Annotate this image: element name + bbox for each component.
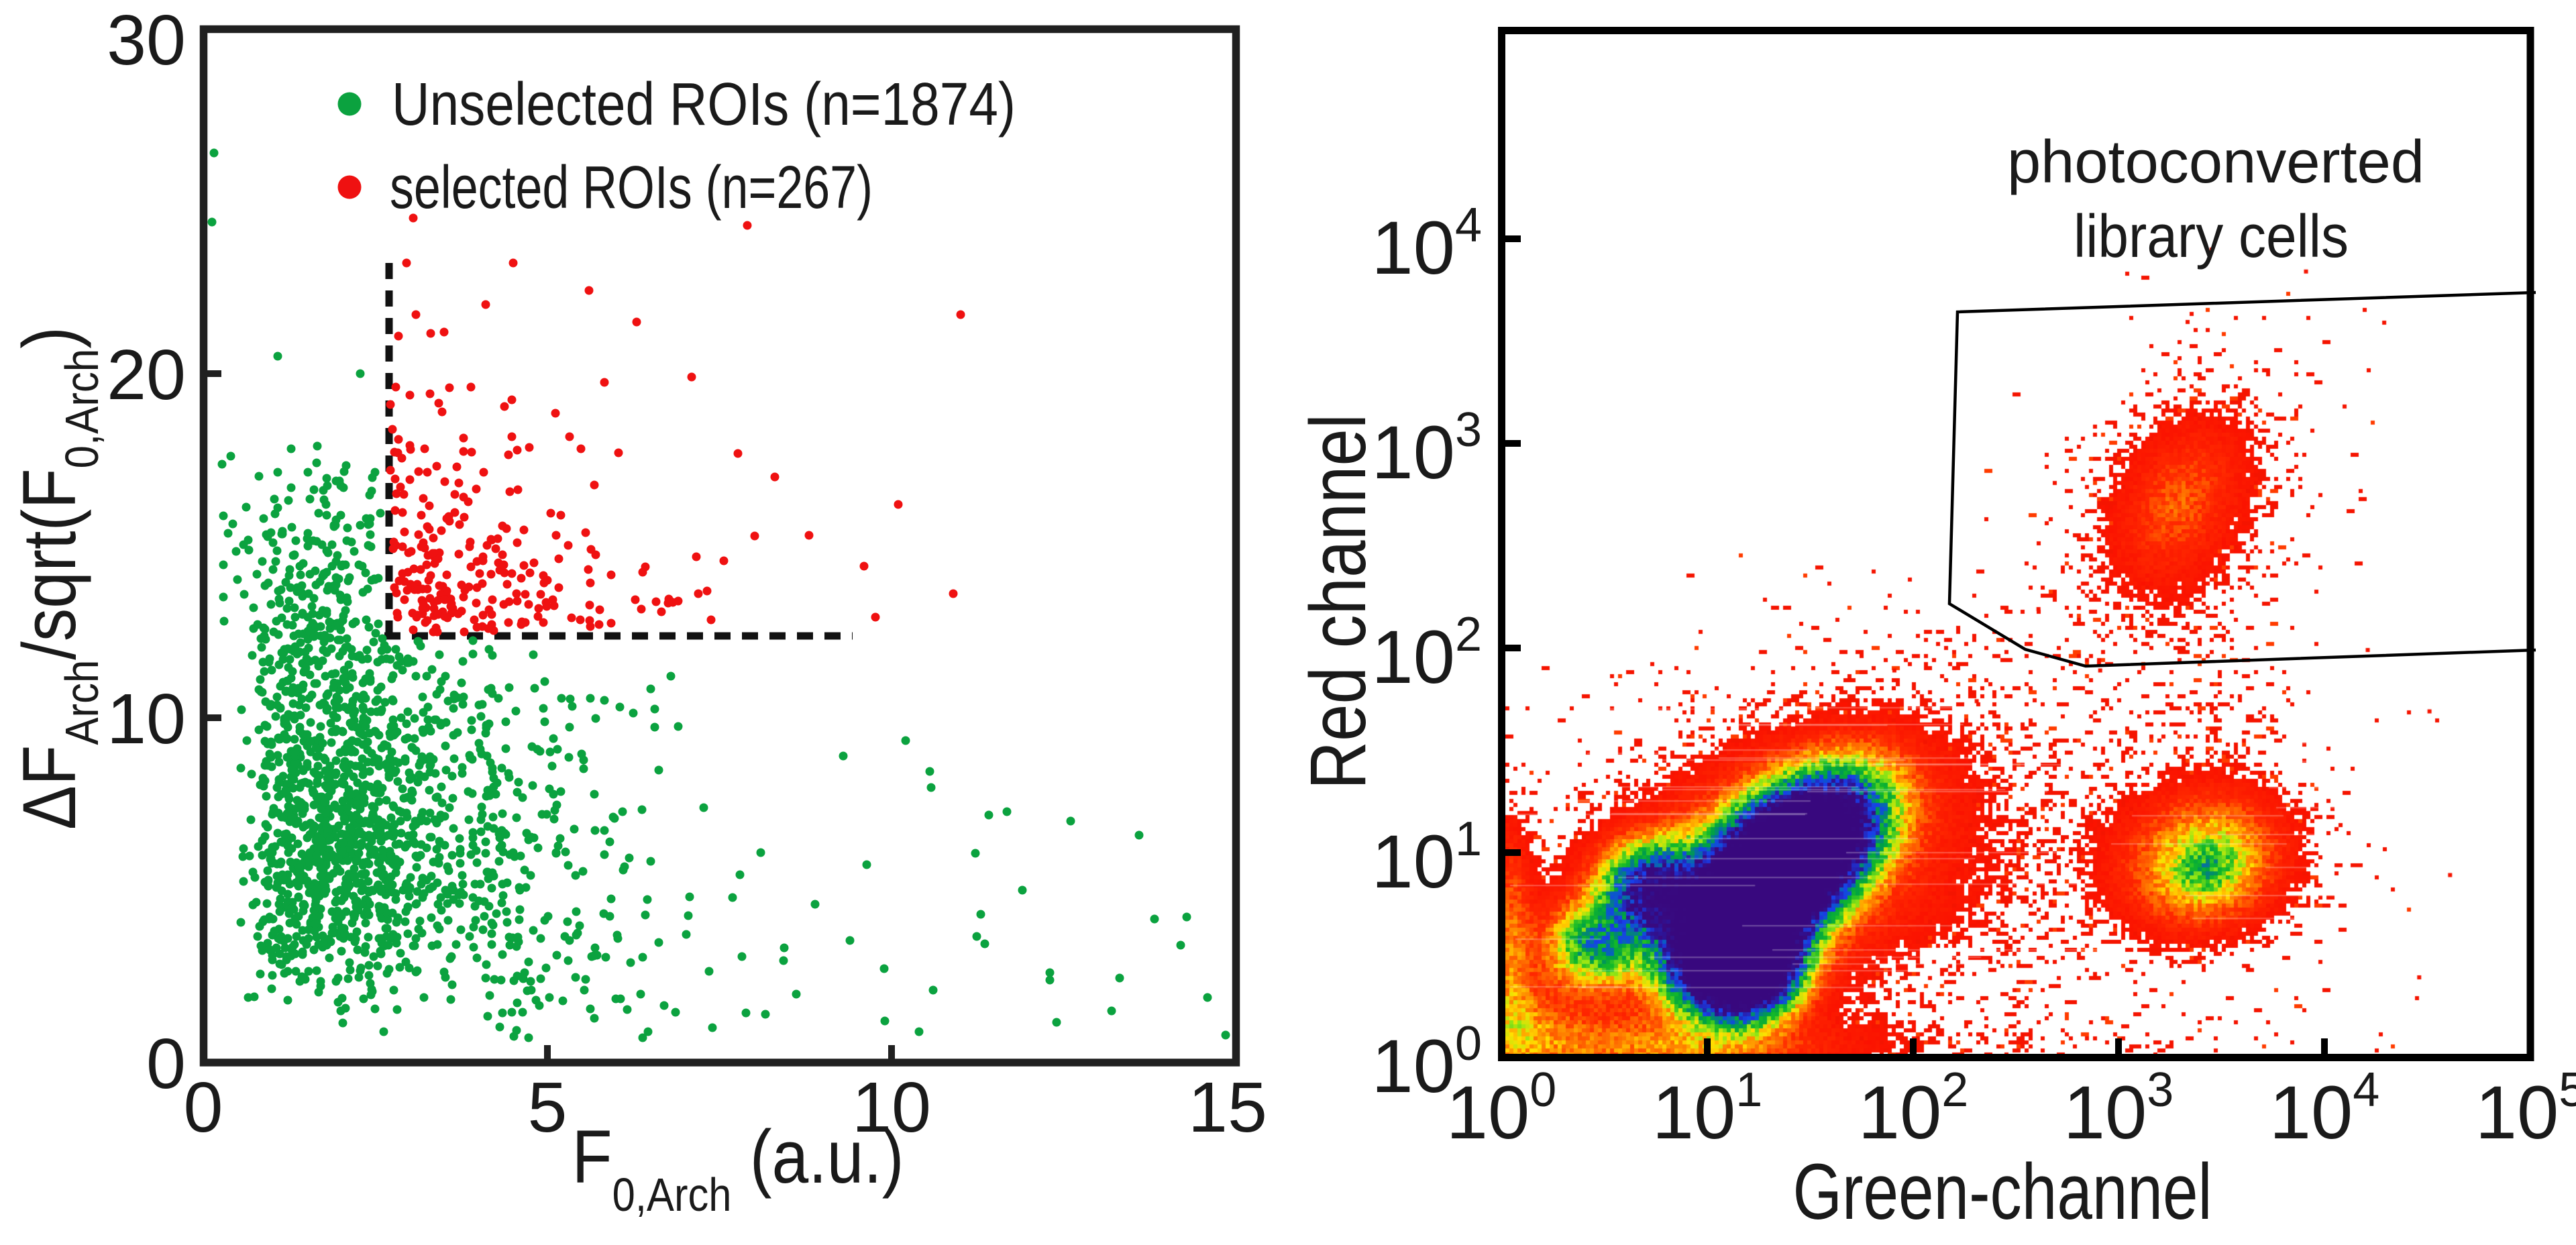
svg-text:100: 100 xyxy=(1446,1063,1557,1154)
svg-text:30: 30 xyxy=(107,1,186,80)
svg-text:103: 103 xyxy=(2063,1063,2174,1154)
svg-text:20: 20 xyxy=(107,335,186,415)
svg-text:104: 104 xyxy=(1371,199,1482,290)
svg-text:selected ROIs (n=267): selected ROIs (n=267) xyxy=(390,154,873,221)
svg-text:105: 105 xyxy=(2475,1063,2576,1154)
svg-text:15: 15 xyxy=(1188,1068,1267,1147)
svg-text:0: 0 xyxy=(184,1068,223,1147)
svg-text:102: 102 xyxy=(1858,1063,1969,1154)
svg-text:0: 0 xyxy=(146,1024,186,1103)
svg-text:F0,Arch (a.u.): F0,Arch (a.u.) xyxy=(572,1115,904,1221)
svg-text:103: 103 xyxy=(1371,403,1482,494)
svg-text:104: 104 xyxy=(2269,1063,2380,1154)
svg-text:5: 5 xyxy=(528,1068,568,1147)
svg-text:10: 10 xyxy=(852,1068,931,1147)
svg-text:Red channel: Red channel xyxy=(1294,414,1383,790)
svg-text:library cells: library cells xyxy=(2074,203,2349,270)
svg-text:102: 102 xyxy=(1371,608,1482,699)
svg-text:101: 101 xyxy=(1371,812,1482,904)
svg-text:photoconverted: photoconverted xyxy=(2007,129,2424,196)
svg-text:101: 101 xyxy=(1652,1063,1763,1154)
svg-text:ΔFArch/sqrt(F0,Arch): ΔFArch/sqrt(F0,Arch) xyxy=(7,327,108,830)
svg-text:Green-channel: Green-channel xyxy=(1793,1148,2212,1236)
svg-text:10: 10 xyxy=(107,680,186,759)
svg-text:Unselected ROIs (n=1874): Unselected ROIs (n=1874) xyxy=(392,71,1016,138)
